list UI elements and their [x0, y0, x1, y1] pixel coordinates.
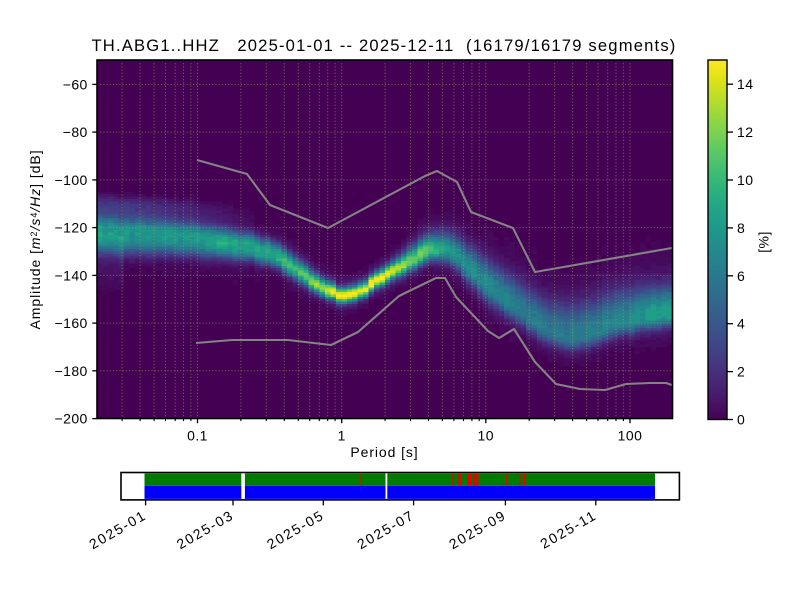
svg-text:10: 10 — [737, 172, 753, 188]
svg-text:−140: −140 — [54, 267, 87, 283]
svg-text:8: 8 — [737, 220, 745, 236]
svg-text:−120: −120 — [54, 220, 87, 236]
svg-text:2: 2 — [737, 364, 745, 380]
svg-text:4: 4 — [737, 316, 745, 332]
svg-text:−100: −100 — [54, 172, 87, 188]
svg-text:1: 1 — [338, 428, 346, 444]
svg-text:Period [s]: Period [s] — [350, 444, 418, 460]
svg-text:−200: −200 — [54, 411, 87, 427]
svg-text:−160: −160 — [54, 315, 87, 331]
svg-text:−80: −80 — [63, 124, 88, 140]
svg-text:Amplitude [m2/s4/Hz] [dB]: Amplitude [m2/s4/Hz] [dB] — [27, 149, 43, 329]
svg-text:[%]: [%] — [756, 231, 772, 253]
svg-text:12: 12 — [737, 124, 753, 140]
svg-text:14: 14 — [737, 76, 753, 92]
svg-text:10: 10 — [478, 428, 494, 444]
svg-text:100: 100 — [618, 428, 643, 444]
svg-text:6: 6 — [737, 268, 745, 284]
svg-text:TH.ABG1..HHZ 2025-01-01 -- 2: TH.ABG1..HHZ 2025-01-01 -- 2025-12-11 (1… — [91, 36, 676, 55]
svg-text:−60: −60 — [63, 76, 88, 92]
svg-text:0.1: 0.1 — [187, 428, 208, 444]
svg-text:0: 0 — [737, 412, 745, 428]
svg-text:−180: −180 — [54, 363, 87, 379]
